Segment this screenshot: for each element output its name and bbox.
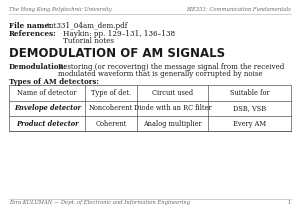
Text: Analog multiplier: Analog multiplier xyxy=(143,120,202,128)
Text: Noncoherent: Noncoherent xyxy=(89,104,133,112)
Text: Type of det.: Type of det. xyxy=(91,89,131,97)
Text: Product detector: Product detector xyxy=(16,120,79,128)
Text: The Hong Kong Polytechnic University: The Hong Kong Polytechnic University xyxy=(9,7,112,12)
Text: EIE331: Communication Fundamentals: EIE331: Communication Fundamentals xyxy=(186,7,291,12)
Text: 1: 1 xyxy=(288,200,291,205)
Text: Circuit used: Circuit used xyxy=(152,89,193,97)
Text: Suitable for: Suitable for xyxy=(230,89,270,97)
Text: References:: References: xyxy=(9,30,57,38)
Text: Haykin: pp. 129–131, 136–138: Haykin: pp. 129–131, 136–138 xyxy=(63,30,175,38)
Text: Tutorial notes: Tutorial notes xyxy=(63,37,114,45)
Text: Every AM: Every AM xyxy=(233,120,266,128)
Text: Coherent: Coherent xyxy=(95,120,127,128)
Text: Ezra KULUMAN — Dept. of Electronic and Information Engineering: Ezra KULUMAN — Dept. of Electronic and I… xyxy=(9,200,190,205)
Text: Diode with an RC filter: Diode with an RC filter xyxy=(134,104,212,112)
Text: tut331_04am_dem.pdf: tut331_04am_dem.pdf xyxy=(46,22,128,30)
Text: DSB, VSB: DSB, VSB xyxy=(233,104,266,112)
Text: Types of AM detectors:: Types of AM detectors: xyxy=(9,78,99,86)
Text: DEMODULATION OF AM SIGNALS: DEMODULATION OF AM SIGNALS xyxy=(9,47,225,60)
Text: File name:: File name: xyxy=(9,22,52,30)
Text: modulated waveform that is generally corrupted by noise: modulated waveform that is generally cor… xyxy=(58,70,263,78)
Text: Demodulation:: Demodulation: xyxy=(9,63,67,71)
Text: Envelope detector: Envelope detector xyxy=(14,104,81,112)
Text: Restoring (or recovering) the message signal from the received: Restoring (or recovering) the message si… xyxy=(58,63,285,71)
Text: Name of detector: Name of detector xyxy=(17,89,77,97)
